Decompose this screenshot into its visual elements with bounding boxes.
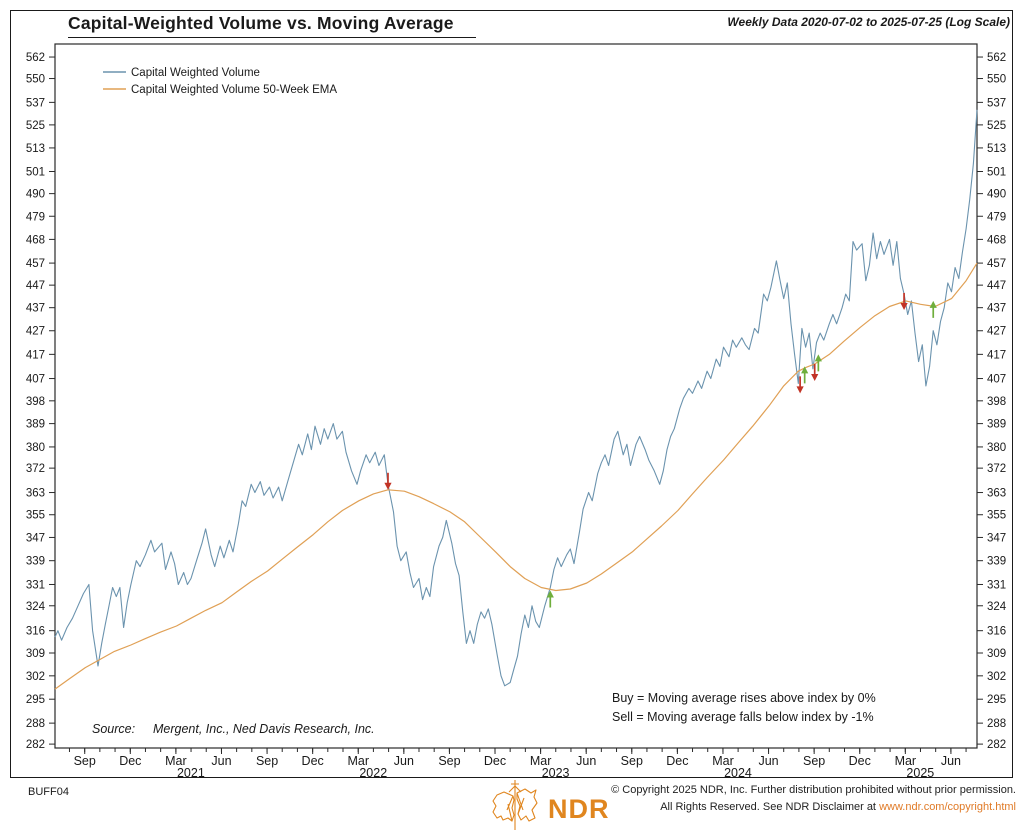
bull-bear-crest-icon xyxy=(488,780,542,830)
footer: BUFF04 NDR © Copyright 2025 NDR, Inc. Fu… xyxy=(0,778,1024,830)
date-range-label: Weekly Data 2020-07-02 to 2025-07-25 (Lo… xyxy=(727,15,1010,29)
chart-frame xyxy=(10,10,1013,778)
ndr-logo-text: NDR xyxy=(548,794,610,824)
ndr-disclaimer-link[interactable]: www.ndr.com/copyright.html xyxy=(879,800,1016,813)
copyright-notice: © Copyright 2025 NDR, Inc. Further distr… xyxy=(611,782,1016,815)
chart-code: BUFF04 xyxy=(28,786,69,798)
copyright-line1: © Copyright 2025 NDR, Inc. Further distr… xyxy=(611,784,1016,796)
copyright-line2: All Rights Reserved. See NDR Disclaimer … xyxy=(660,800,1016,813)
ndr-logo: NDR xyxy=(488,780,610,830)
page-title: Capital-Weighted Volume vs. Moving Avera… xyxy=(68,13,476,38)
